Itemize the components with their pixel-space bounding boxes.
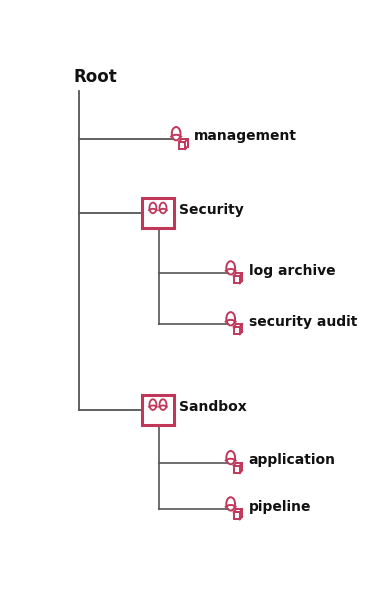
Text: Sandbox: Sandbox (179, 400, 247, 414)
Text: management: management (194, 129, 297, 144)
Text: Root: Root (73, 68, 117, 86)
Text: log archive: log archive (249, 264, 335, 278)
Text: security audit: security audit (249, 314, 357, 329)
FancyBboxPatch shape (142, 198, 174, 228)
FancyBboxPatch shape (142, 395, 174, 425)
Text: application: application (249, 453, 336, 468)
Text: pipeline: pipeline (249, 499, 311, 514)
Text: Security: Security (179, 204, 244, 218)
